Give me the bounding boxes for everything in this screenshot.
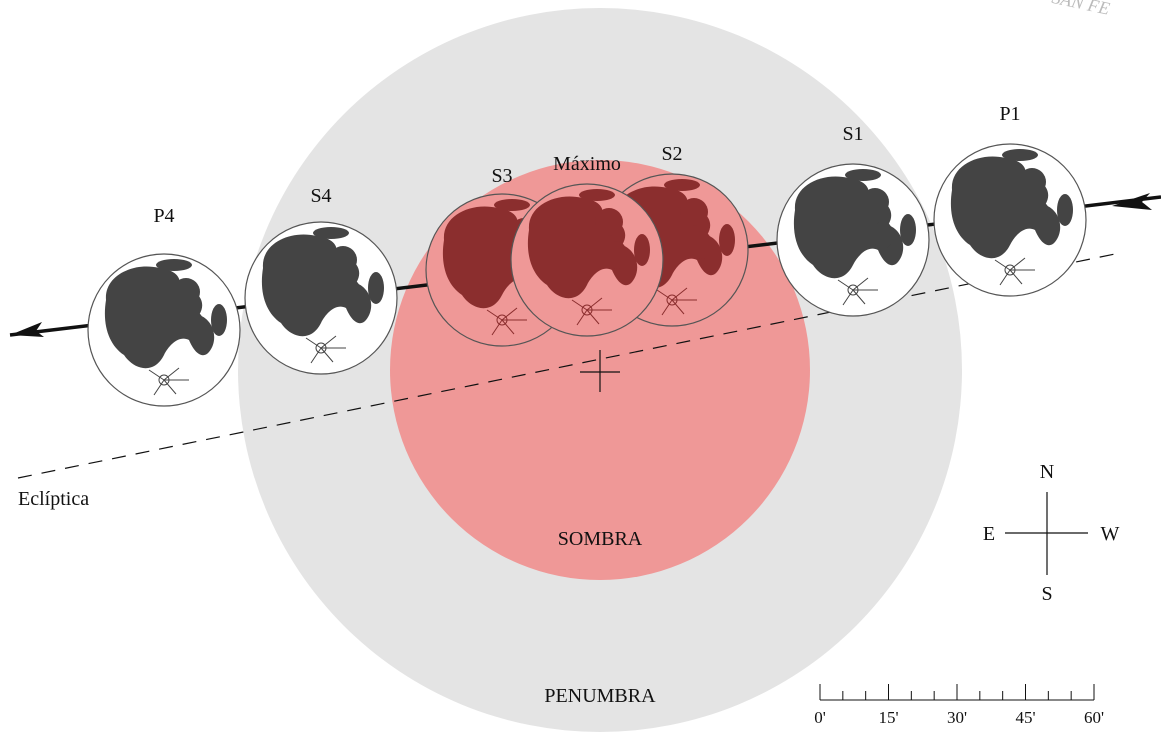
ecliptic [17, 252, 1121, 479]
moon-label: Máximo [553, 153, 621, 175]
compass-e: E [983, 523, 995, 545]
moon [87, 253, 241, 407]
scale-label: 0' [814, 708, 826, 727]
compass-s: S [1041, 583, 1052, 605]
compass-n: N [1040, 461, 1054, 483]
watermark: SAN FE [1050, 0, 1111, 19]
moon-rays [486, 307, 527, 336]
moon-label: P4 [153, 205, 174, 227]
moon-label: P1 [999, 103, 1020, 125]
moon-rays [571, 297, 612, 326]
ecliptic-label: Eclíptica [18, 488, 89, 510]
moon [510, 183, 664, 337]
moon-rays [656, 287, 697, 316]
arrow [10, 322, 44, 337]
scale-label: 15' [878, 708, 898, 727]
moon [776, 163, 930, 317]
moon-rays [837, 277, 878, 306]
umbra-label: SOMBRA [558, 528, 643, 550]
compass-w: W [1101, 523, 1120, 545]
scale-label: 45' [1015, 708, 1035, 727]
scale-label: 30' [947, 708, 967, 727]
moon [933, 143, 1087, 297]
moons: P4 S4 S3 S2 Máximo S1 P1 [87, 103, 1087, 407]
scale-label: 60' [1084, 708, 1104, 727]
arrow [1112, 193, 1152, 210]
moon-rays [148, 367, 189, 396]
scale-bar: 0' 15' 30' 45' 60' [814, 684, 1104, 727]
moon-rays [305, 335, 346, 364]
moon-label: S4 [310, 185, 331, 207]
moon-label: S2 [661, 143, 682, 165]
moon-rays [994, 257, 1035, 286]
moon [244, 221, 398, 375]
moon-label: S1 [842, 123, 863, 145]
penumbra-label: PENUMBRA [544, 685, 656, 707]
moon-label: S3 [491, 165, 512, 187]
